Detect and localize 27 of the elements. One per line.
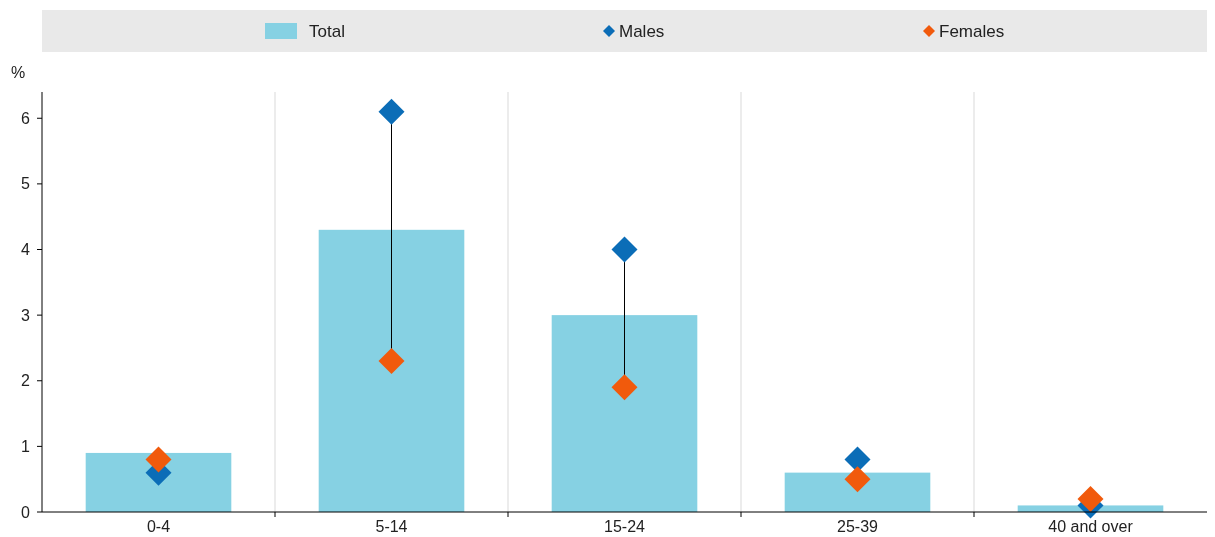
y-tick-label: 3	[21, 306, 31, 324]
bar	[85, 452, 232, 512]
y-tick-label: 1	[21, 437, 31, 455]
y-tick-label: 5	[21, 175, 31, 193]
bar	[784, 472, 931, 512]
x-tick-label: 0-4	[146, 518, 171, 535]
point	[844, 466, 871, 493]
x-tick-label: 15-24	[604, 518, 646, 535]
y-axis-title: %	[11, 64, 26, 81]
point	[611, 236, 638, 263]
legend-label: Total	[309, 21, 345, 41]
y-tick-label: 6	[21, 109, 31, 127]
y-tick-label: 0	[21, 503, 31, 521]
point	[378, 348, 405, 375]
point	[378, 98, 405, 125]
bar	[318, 229, 465, 512]
x-tick-label: 40 and over	[1048, 518, 1134, 535]
bar	[551, 315, 698, 512]
legend-label: Males	[619, 21, 665, 41]
legend-label: Females	[939, 21, 1005, 41]
point	[611, 374, 638, 401]
point	[145, 446, 172, 473]
y-tick-label: 2	[21, 372, 31, 390]
y-tick-label: 4	[21, 241, 31, 259]
point	[1077, 485, 1104, 512]
x-tick-label: 5-14	[375, 518, 408, 535]
x-tick-label: 25-39	[837, 518, 879, 535]
